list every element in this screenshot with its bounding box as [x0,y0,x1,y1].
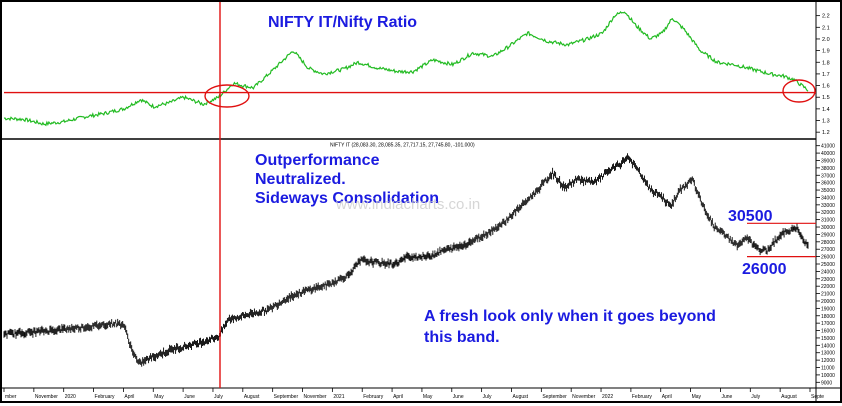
x-tick-label: Septe [811,394,824,400]
price-y-tick-label: 16000 [821,329,835,335]
x-tick-label: April [662,394,672,400]
x-tick-label: June [453,394,464,400]
watermark: www.indiacharts.co.in [335,196,480,213]
x-tick-label: April [124,394,134,400]
x-tick-label: July [483,394,492,400]
ratio-y-tick-label: 1.8 [822,60,830,66]
chart-canvas: 1.2 1.3 1.4 1.5 1.6 1.7 1.8 1.9 2.0 2.1 2.2 900010… [2,2,840,401]
ratio-title: NIFTY IT/Nifty Ratio [268,14,417,31]
retest-circle [782,79,816,103]
price-y-tick-label: 41000 [821,144,835,150]
note-line-3: Sideways Consolidation [255,190,439,207]
price-y-tick-label: 13000 [821,351,835,357]
price-y-tick-label: 39000 [821,158,835,164]
x-tick-label: February [363,394,384,400]
x-tick-label: September [274,394,299,400]
x-tick-label: June [721,394,732,400]
ratio-y-tick-label: 1.4 [822,107,830,113]
x-tick-label: April [393,394,403,400]
price-y-tick-label: 32000 [821,210,835,216]
price-y-tick-label: 34000 [821,195,835,201]
x-tick-label: November [35,394,58,400]
x-tick-label: 2021 [333,394,344,400]
ratio-y-tick-label: 1.2 [822,130,830,136]
x-tick-label: August [781,394,797,400]
ratio-y-tick-label: 2.1 [822,25,830,31]
x-tick-label: August [244,394,260,400]
price-y-tick-label: 21000 [821,292,835,298]
price-y-tick-label: 35000 [821,188,835,194]
note-line-1: Outperformance [255,152,380,169]
x-tick-label: June [184,394,195,400]
price-y-tick-label: 10000 [821,373,835,379]
ratio-y-tick-label: 1.9 [822,49,830,55]
price-y-tick-label: 17000 [821,321,835,327]
price-y-tick-label: 23000 [821,277,835,283]
price-y-tick-label: 14000 [821,343,835,349]
price-y-tick-label: 29000 [821,232,835,238]
x-tick-label: July [751,394,760,400]
annotations [4,91,816,258]
ratio-y-tick-label: 2.0 [822,37,830,43]
ratio-y-tick-label: 1.5 [822,95,830,101]
note-line-2: Neutralized. [255,171,346,188]
price-y-tick-label: 37000 [821,173,835,179]
lower-band-label: 26000 [742,261,787,278]
ratio-line [3,10,809,127]
ratio-y-tick-label: 1.3 [822,119,830,125]
price-series [3,153,809,367]
price-y-tick-label: 28000 [821,240,835,246]
price-y-tick-label: 33000 [821,203,835,209]
price-y-tick-label: 36000 [821,181,835,187]
x-tick-label: February [95,394,116,400]
upper-band-label: 30500 [728,208,773,225]
x-tick-label: November [572,394,595,400]
ratio-y-tick-label: 1.6 [822,84,830,90]
band-note-2: this band. [424,329,500,346]
ratio-y-tick-label: 1.7 [822,72,830,78]
ratio-y-tick-label: 2.2 [822,14,830,20]
x-tick-label: 2022 [602,394,613,400]
price-y-tick-label: 11000 [821,366,835,372]
price-y-tick-label: 27000 [821,247,835,253]
breakout-circle [204,84,250,108]
band-note-1: A fresh look only when it goes beyond [424,308,716,325]
price-panel-title: NIFTY IT (28,083.30, 28,085.35, 27,717.1… [330,143,475,149]
x-tick-label: November [304,394,327,400]
price-y-tick-label: 38000 [821,166,835,172]
price-y-tick-label: 12000 [821,358,835,364]
time-x-axis: mber November 2020 February April May June July… [3,388,824,400]
x-tick-label: May [692,394,702,400]
price-y-tick-label: 15000 [821,336,835,342]
price-y-tick-label: 19000 [821,306,835,312]
x-tick-label: July [214,394,223,400]
ratio-series [3,10,809,127]
ratio-y-axis: 1.2 1.3 1.4 1.5 1.6 1.7 1.8 1.9 2.0 2.1 2.2 [816,14,830,136]
price-y-tick-label: 40000 [821,151,835,157]
x-tick-label: 2020 [65,394,76,400]
price-y-tick-label: 31000 [821,218,835,224]
price-y-tick-label: 25000 [821,262,835,268]
price-y-tick-label: 30000 [821,225,835,231]
x-tick-label: February [632,394,653,400]
x-tick-label: May [423,394,433,400]
price-y-tick-label: 22000 [821,284,835,290]
price-y-tick-label: 26000 [821,255,835,261]
x-tick-label: September [542,394,567,400]
price-y-tick-label: 9000 [821,380,832,386]
x-tick-label: mber [5,394,17,400]
price-y-tick-label: 18000 [821,314,835,320]
x-tick-label: May [154,394,164,400]
price-y-tick-label: 24000 [821,269,835,275]
price-y-tick-label: 20000 [821,299,835,305]
x-tick-label: August [512,394,528,400]
